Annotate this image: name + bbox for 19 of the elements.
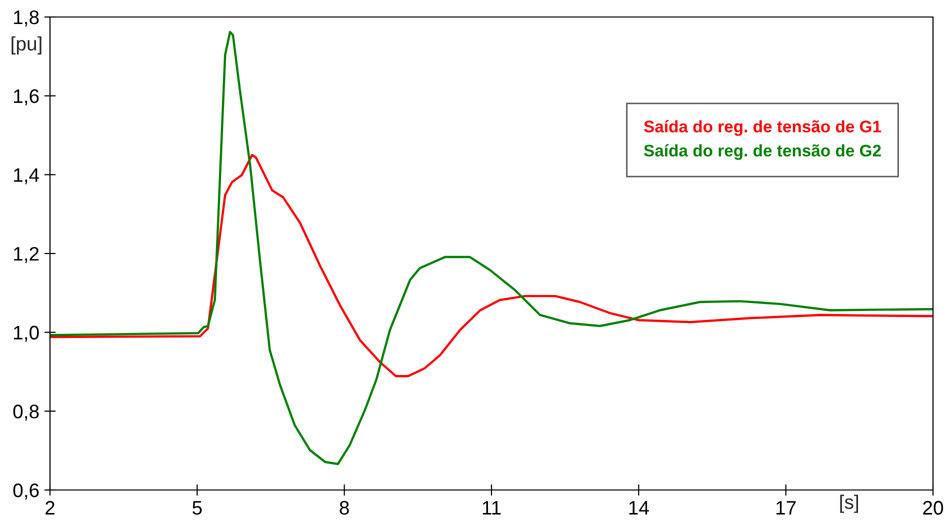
x-tick-label: 14 bbox=[629, 501, 649, 515]
line-series bbox=[50, 30, 933, 466]
x-tick-label: 5 bbox=[192, 501, 202, 515]
text: Saída do reg. de tensão de G2 bbox=[644, 144, 881, 160]
x-tick-label: 17 bbox=[776, 501, 796, 515]
y-axis-title: [pu] bbox=[12, 36, 42, 54]
x-tick-label: 2 bbox=[46, 500, 54, 515]
y-tick-label: 1,8 bbox=[14, 10, 39, 27]
text: Saída do reg. de tensão de G1 bbox=[644, 120, 882, 136]
x-tick-label: 8 bbox=[340, 500, 349, 515]
y-tick-label: 1,2 bbox=[14, 246, 39, 264]
x-axis-title: [s] bbox=[840, 494, 858, 513]
x-tick-label: 11 bbox=[482, 501, 501, 515]
y-tick-label: 0,6 bbox=[13, 483, 39, 500]
y-tick-label: 1,4 bbox=[14, 168, 40, 184]
x-tick-label: 20 bbox=[923, 500, 944, 515]
y-tick-label: 1,6 bbox=[14, 89, 39, 106]
y-tick-label: 1,0 bbox=[14, 326, 39, 342]
y-tick-label: 0,8 bbox=[13, 404, 39, 421]
